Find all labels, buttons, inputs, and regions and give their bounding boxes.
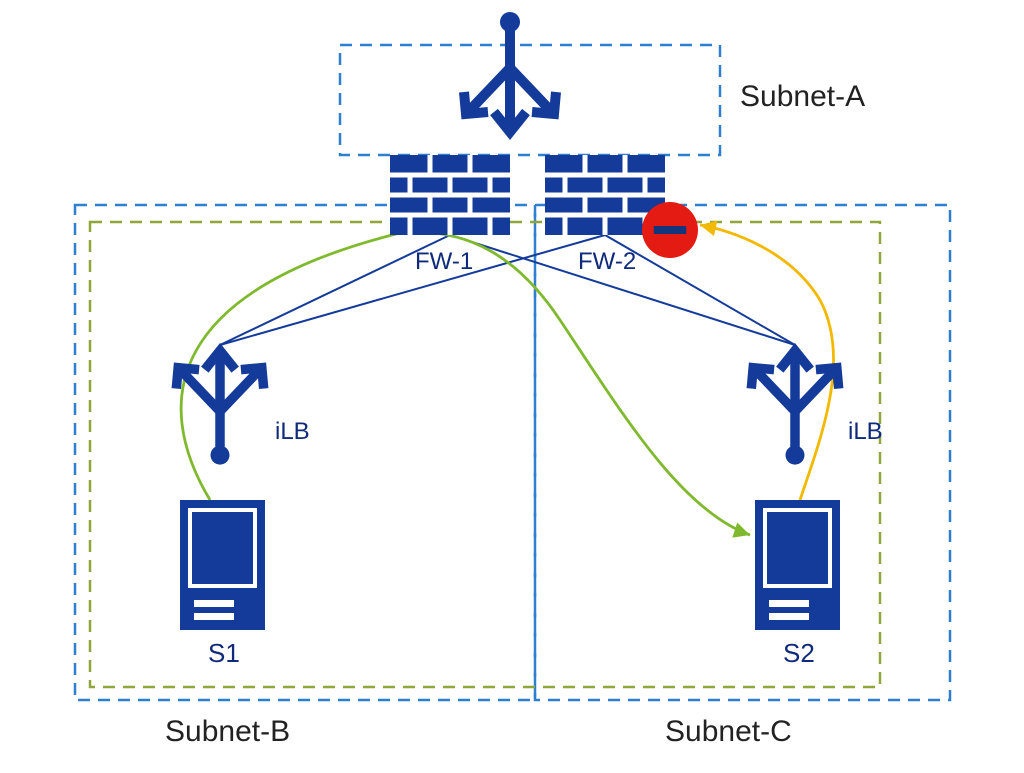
subnet-c-label: Subnet-C [665,715,792,749]
s1-icon [180,500,265,630]
s2-icon [755,500,840,630]
fw1-icon [390,155,510,235]
link-fw2-ilb-left [220,235,605,345]
subnet-b-label: Subnet-B [165,715,290,749]
fw2-label: FW-2 [578,248,636,276]
ilb-right-icon [751,351,838,465]
subnet-a-label: Subnet-A [740,80,865,114]
subnet-c-box [535,205,950,700]
flow-green-arrow [732,522,752,542]
ilb-right-label: iLB [848,418,883,446]
subnet-a-box [340,45,720,155]
flow-yellow-arrow [698,217,717,236]
top-lb-icon [464,12,556,132]
subnet-b-box [75,205,535,700]
s2-label: S2 [783,638,815,669]
flow-yellow [700,225,834,500]
ilb-left-label: iLB [275,418,310,446]
s1-label: S1 [208,638,240,669]
fw1-label: FW-1 [415,248,473,276]
ilb-left-icon [176,351,263,465]
